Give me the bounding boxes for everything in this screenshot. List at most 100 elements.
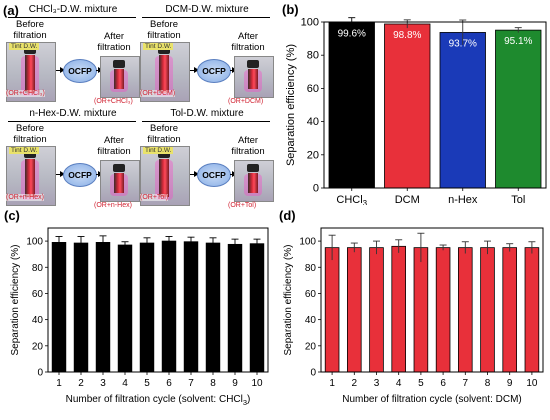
data-label: 99.6% xyxy=(338,29,366,40)
after-filtration-label: After filtration xyxy=(97,31,131,53)
y-tick-label: 100 xyxy=(301,17,319,29)
x-tick-label: 1 xyxy=(329,378,335,389)
x-tick-label: 3 xyxy=(100,378,106,389)
bar xyxy=(227,243,243,373)
after-vial-liquid xyxy=(248,69,258,89)
y-tick-label: 60 xyxy=(307,83,319,95)
bar xyxy=(480,247,495,373)
arrow-line-left xyxy=(56,174,62,175)
y-tick-label: 20 xyxy=(307,149,319,161)
panel-a-photo-schematic: (a) CHCl₃-D.W. mixture Before filtration A… xyxy=(0,0,275,209)
before-vial-cap xyxy=(158,46,170,54)
arrow-line-left xyxy=(190,70,196,71)
mixture-underline xyxy=(8,121,136,122)
x-tick-label: 10 xyxy=(526,378,538,389)
y-tick-label: 60 xyxy=(32,289,44,300)
ocfp-filter: OCFP xyxy=(63,163,97,187)
after-mixture-tag: (OR+CHCl₃) xyxy=(94,98,133,105)
before-filtration-label: Before filtration xyxy=(147,19,181,41)
x-tick-label: 7 xyxy=(463,378,469,389)
after-vial-cap xyxy=(247,60,259,68)
bar xyxy=(117,244,133,373)
after-vial-cap xyxy=(113,60,125,68)
bar xyxy=(73,242,89,373)
bar xyxy=(502,247,517,373)
x-tick-label: 6 xyxy=(440,378,446,389)
data-label: 95.1% xyxy=(504,36,532,47)
y-tick-label: 100 xyxy=(299,237,316,248)
bar xyxy=(347,247,362,373)
ocfp-filter: OCFP xyxy=(197,163,231,187)
bar xyxy=(205,242,221,373)
before-vial-cap xyxy=(24,46,36,54)
x-tick-label: n-Hex xyxy=(448,194,478,205)
x-tick-label: 9 xyxy=(232,378,238,389)
panel-c-letter: (c) xyxy=(4,208,20,223)
bar xyxy=(324,247,340,373)
ocfp-filter: OCFP xyxy=(63,59,97,83)
after-filtration-label: After filtration xyxy=(97,135,131,157)
panel-d-letter: (d) xyxy=(279,208,296,223)
before-vial-cap xyxy=(158,150,170,158)
before-vial-liquid xyxy=(25,159,35,197)
x-tick-label: 4 xyxy=(122,378,128,389)
y-tick-label: 20 xyxy=(32,341,44,352)
plot-frame xyxy=(323,21,547,189)
before-vial-liquid xyxy=(159,159,169,197)
panel-a-letter: (a) xyxy=(3,3,19,18)
y-tick-label: 0 xyxy=(310,368,316,379)
x-tick-label: 4 xyxy=(396,378,402,389)
x-tick-label: 8 xyxy=(485,378,491,389)
after-filtration-label: After filtration xyxy=(231,31,265,53)
mixture-underline xyxy=(142,17,270,18)
mixture-title: Tol-D.W. mixture xyxy=(170,108,244,119)
before-filtration-label: Before filtration xyxy=(147,123,181,145)
bar xyxy=(439,32,486,189)
before-mixture-tag: (OR+Tol) xyxy=(140,194,169,201)
after-filtration-label: After filtration xyxy=(231,135,265,157)
x-tick-label: CHCl3 xyxy=(336,194,367,205)
plot-frame xyxy=(320,227,544,373)
after-vial-liquid xyxy=(114,173,124,193)
after-vial-liquid xyxy=(248,173,258,193)
x-tick-label: 7 xyxy=(188,378,194,389)
mixture-title: DCM-D.W. mixture xyxy=(165,4,249,15)
arrow-line-left xyxy=(190,174,196,175)
after-mixture-tag: (OR+n-Hex) xyxy=(94,202,132,209)
y-tick-label: 80 xyxy=(307,50,319,62)
bar xyxy=(435,247,451,373)
arrow-head-left xyxy=(60,67,65,73)
before-vial-liquid xyxy=(159,55,169,93)
bar xyxy=(413,247,429,373)
mixture-underline xyxy=(142,121,270,122)
x-tick-label: 2 xyxy=(352,378,358,389)
x-tick-label: 8 xyxy=(210,378,216,389)
after-vial-liquid xyxy=(114,69,124,89)
plot-frame xyxy=(47,227,269,373)
x-tick-label: 1 xyxy=(56,378,62,389)
y-tick-label: 80 xyxy=(32,263,44,274)
x-axis-label: Number of filtration cycle (solvent: DCM… xyxy=(342,394,522,405)
y-tick-label: 60 xyxy=(305,289,317,300)
x-tick-label: 6 xyxy=(166,378,172,389)
bar xyxy=(458,247,473,373)
y-tick-label: 40 xyxy=(32,315,44,326)
bar xyxy=(161,240,177,373)
before-filtration-label: Before filtration xyxy=(13,123,47,145)
before-filtration-label: Before filtration xyxy=(13,19,47,41)
tinted-water-tag: Tint D.W. xyxy=(9,43,40,50)
tinted-water-tag: Tint D.W. xyxy=(143,43,174,50)
before-vial-cap xyxy=(24,150,36,158)
bar xyxy=(369,247,384,373)
after-mixture-tag: (OR+Tol) xyxy=(228,202,257,209)
data-label: 98.8% xyxy=(393,30,421,41)
x-tick-label: 9 xyxy=(507,378,513,389)
before-mixture-tag: (OR+n-Hex) xyxy=(6,194,44,201)
x-tick-label: 3 xyxy=(374,378,380,389)
x-tick-label: 5 xyxy=(144,378,150,389)
before-mixture-tag: (OR+CHCl₃) xyxy=(6,90,45,97)
ocfp-filter: OCFP xyxy=(197,59,231,83)
arrow-head-left xyxy=(60,171,65,177)
y-axis-label: Separation efficiency (%) xyxy=(283,245,294,356)
